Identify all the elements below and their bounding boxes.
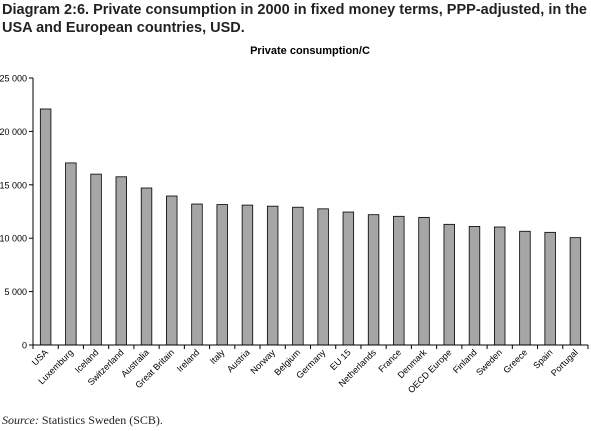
y-tick-label: 10 000 [0,234,27,244]
chart-title: Private consumption/C [250,45,370,57]
x-tick-label: Spain [531,347,554,370]
source-label: Source: [2,413,39,427]
y-tick-label: 15 000 [0,180,27,190]
x-tick-label: Ireland [175,347,202,374]
bars [39,108,582,346]
bar-luxemburg [65,162,77,346]
bar-france [393,215,405,346]
bar-spain [544,231,556,346]
x-tick-label: Greece [501,347,529,375]
bar-finland [468,226,481,346]
bar-great-britain [166,195,178,346]
source-note: Source: Statistics Sweden (SCB). [2,413,163,428]
source-text: Statistics Sweden (SCB). [41,413,163,427]
bar-greece [519,230,531,346]
bar-portugal [569,237,582,346]
bar-sweden [494,226,506,346]
x-tick-label: Italy [208,347,227,366]
y-tick-label: 5 000 [4,287,27,297]
bar-ireland [191,203,203,346]
bar-oecd-europe [443,223,455,346]
x-tick-label: Austria [225,347,252,374]
bar-germany [317,208,329,346]
y-tick-label: 25 000 [0,74,27,84]
x-tick-label: Portugal [549,347,580,378]
bar-norway [266,205,279,346]
bar-australia [140,187,153,346]
bar-denmark [418,216,430,346]
y-axis: 0 5 000 10 000 15 000 20 000 25 000 [0,74,34,351]
bar-switzerland [115,176,128,346]
diagram-title: Diagram 2:6. Private consumption in 2000… [2,2,587,36]
x-tick-label: USA [30,347,50,367]
bar-italy [216,204,228,346]
bar-netherlands [367,214,380,346]
bar-usa [39,108,52,346]
y-tick-label: 0 [22,341,27,351]
x-axis: USALuxemburgIcelandSwitzerlandAustraliaG… [30,344,589,395]
bar-austria [241,204,254,346]
y-tick-label: 20 000 [0,127,27,137]
bar-belgium [292,206,304,346]
bar-iceland [90,173,102,346]
bar-eu-15 [342,211,355,346]
x-tick-label: Sweden [474,347,504,377]
